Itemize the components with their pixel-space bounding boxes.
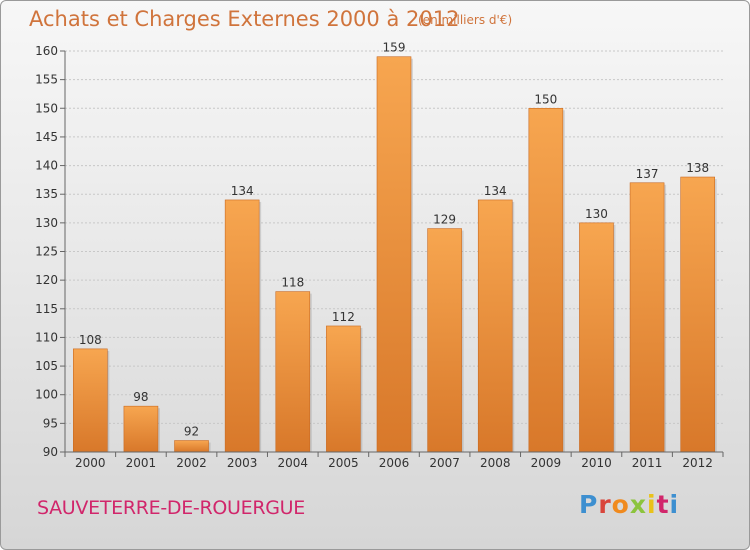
bar-value-label: 112 (332, 310, 355, 324)
y-tick-label: 145 (35, 130, 58, 144)
x-tick-label: 2012 (682, 456, 713, 470)
axes: 90 95 100 105 110 115 120 125 130 135 140 145 150 155… (35, 44, 724, 470)
bar (427, 228, 462, 453)
bar-value-label: 137 (636, 167, 659, 181)
x-tick-label: 2000 (75, 456, 106, 470)
y-tick-label: 155 (35, 73, 58, 87)
y-tick-label: 125 (35, 245, 58, 259)
y-tick-label: 95 (43, 416, 58, 430)
bar (376, 56, 412, 453)
logo-letter: r (598, 490, 612, 519)
x-tick-label: 2004 (277, 456, 308, 470)
bar (326, 325, 361, 453)
bar (579, 222, 614, 453)
y-tick-label: 105 (35, 359, 58, 373)
y-tick-label: 120 (35, 273, 58, 287)
chart-title: Achats et Charges Externes 2000 à 2012 (29, 7, 460, 31)
x-tick-label: 2008 (480, 456, 511, 470)
x-tick-label: 2006 (379, 456, 410, 470)
logo-letter: o (611, 490, 630, 519)
y-tick-label: 90 (43, 445, 58, 459)
bar-value-label: 138 (686, 161, 709, 175)
bar-value-label: 130 (585, 207, 608, 221)
bar (629, 182, 665, 453)
x-tick-label: 2009 (531, 456, 562, 470)
bar-value-label: 129 (433, 213, 456, 227)
y-tick-label: 100 (35, 388, 58, 402)
logo-letter: t (656, 490, 670, 519)
logo-letter: i (647, 490, 657, 519)
x-tick-label: 2010 (581, 456, 612, 470)
data-labels: 108 98 92 134 118 112 159 129 134 150 130 137 138 (79, 41, 709, 439)
y-tick-label: 160 (35, 44, 58, 58)
x-tick-label: 2001 (126, 456, 157, 470)
proxiti-logo[interactable]: Proxiti (579, 490, 679, 519)
bar-value-label: 134 (484, 184, 507, 198)
bars (73, 56, 717, 453)
bar (477, 199, 513, 453)
bar-value-label: 159 (383, 41, 406, 55)
x-tick-label: 2002 (176, 456, 207, 470)
bar-value-label: 98 (133, 390, 148, 404)
y-tick-label: 135 (35, 187, 58, 201)
bar (680, 176, 715, 453)
x-tick-label: 2005 (328, 456, 359, 470)
logo-letter: P (579, 490, 599, 519)
x-tick-label: 2011 (632, 456, 663, 470)
bar (275, 291, 311, 453)
x-tick-label: 2007 (429, 456, 460, 470)
y-tick-label: 140 (35, 159, 58, 173)
bar-value-label: 92 (184, 425, 199, 439)
location-name: SAUVETERRE-DE-ROUERGUE (37, 497, 305, 519)
y-tick-label: 110 (35, 330, 58, 344)
logo-letter: i (669, 490, 680, 519)
bar-value-label: 150 (534, 92, 557, 106)
logo-letter: x (629, 490, 647, 519)
y-tick-label: 150 (35, 101, 58, 115)
bar-value-label: 118 (281, 276, 304, 290)
bar-value-label: 134 (231, 184, 254, 198)
bar (73, 348, 108, 453)
bar (123, 405, 159, 453)
x-tick-label: 2003 (227, 456, 258, 470)
bar (528, 107, 564, 453)
bar-value-label: 108 (79, 333, 102, 347)
y-tick-label: 130 (35, 216, 58, 230)
y-tick-label: 115 (35, 302, 58, 316)
bar (174, 440, 209, 453)
chart-unit: (en milliers d'€) (418, 13, 513, 27)
bar (224, 199, 260, 453)
